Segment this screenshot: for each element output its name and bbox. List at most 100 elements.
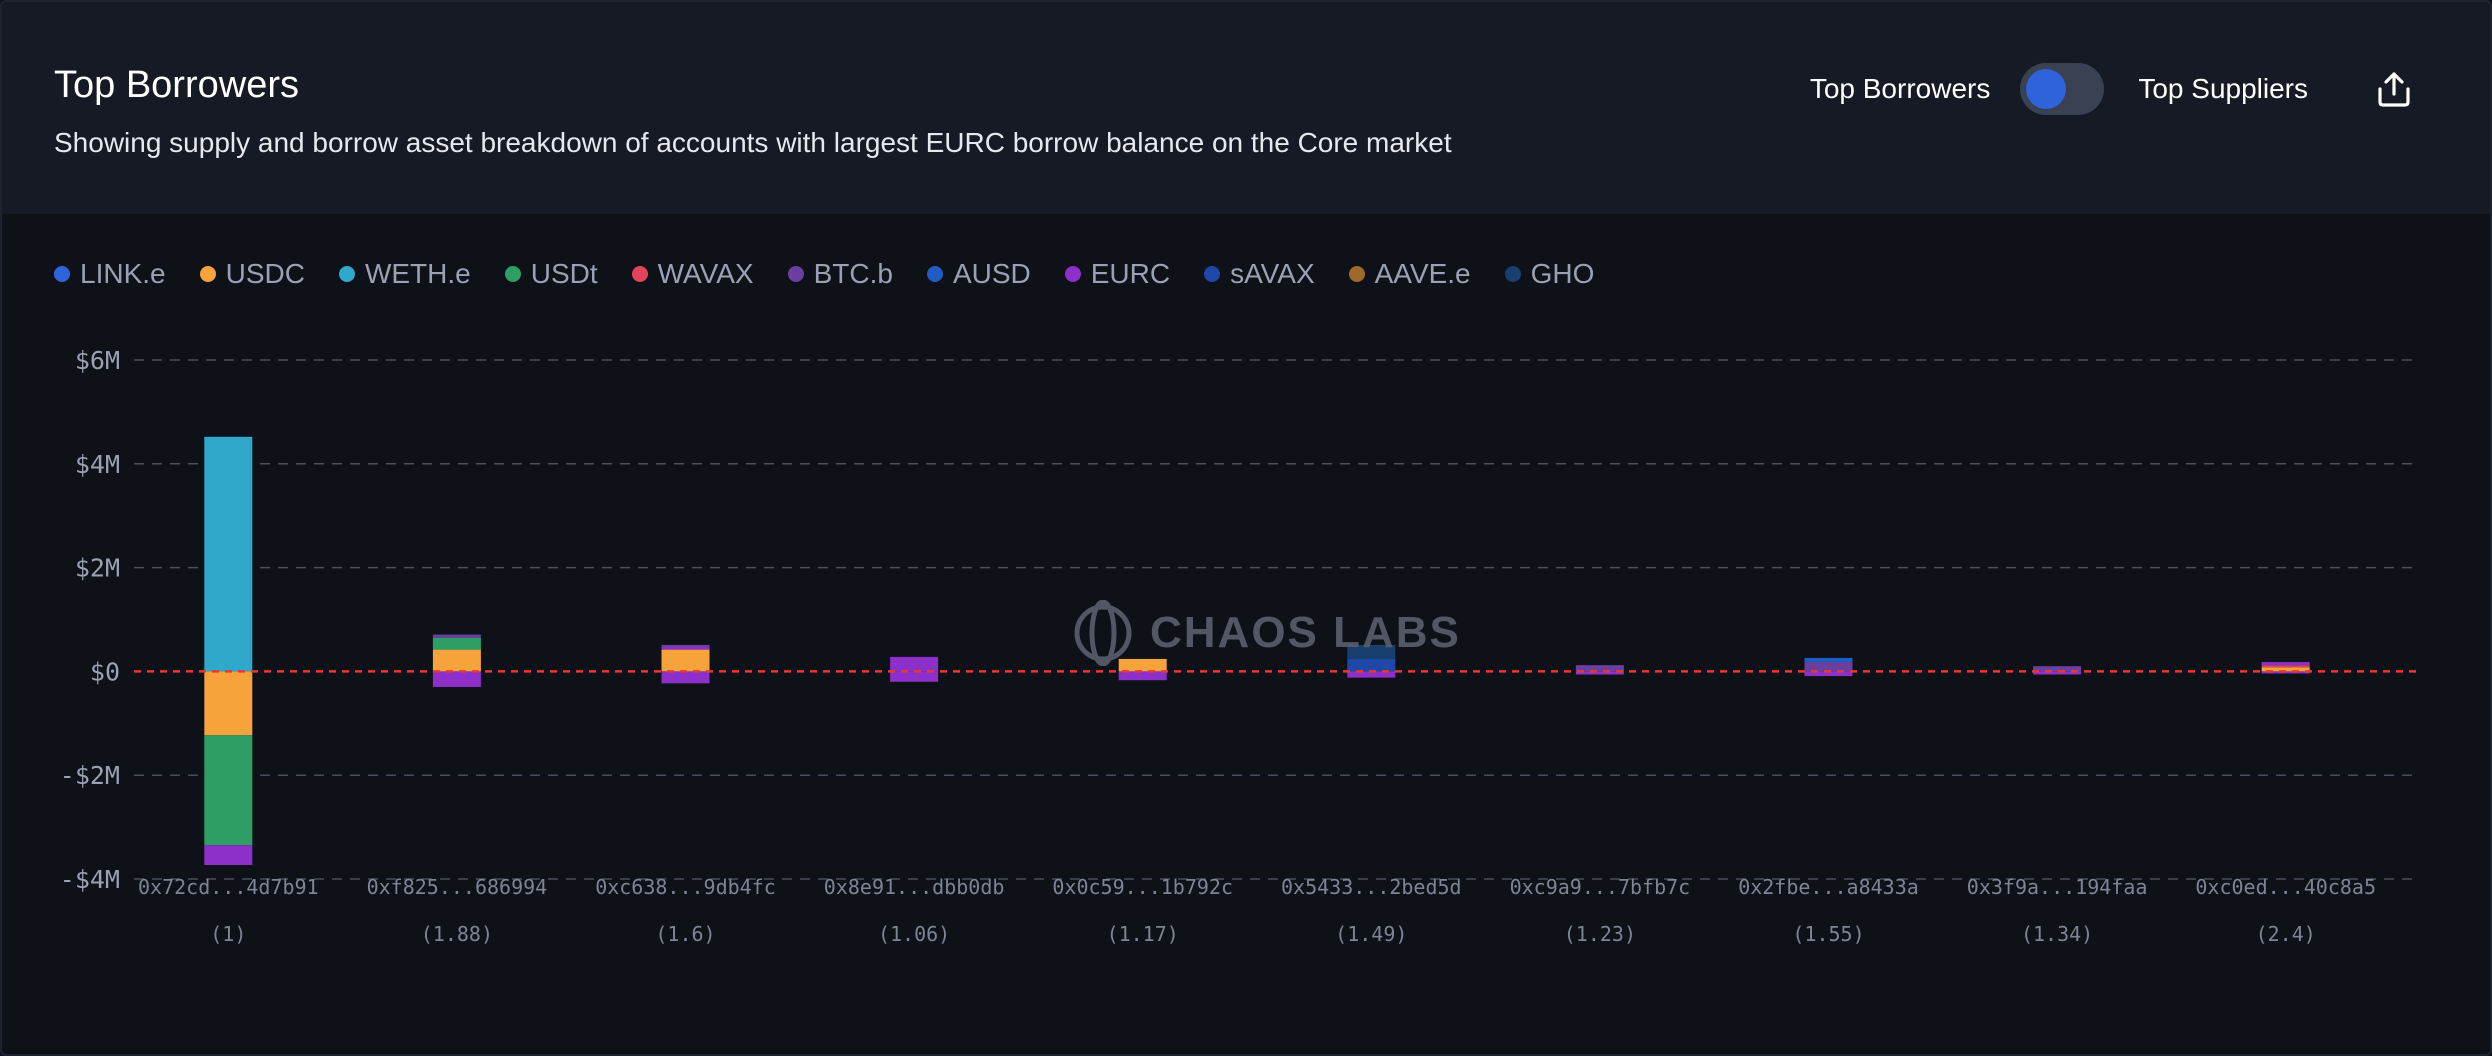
legend-dot-icon xyxy=(1504,266,1521,282)
legend-item-eurc[interactable]: EURC xyxy=(1064,258,1171,290)
y-tick-label: $4M xyxy=(75,450,120,479)
legend-item-weth-e[interactable]: WETH.e xyxy=(338,258,471,290)
bar-segment-supply xyxy=(1118,658,1167,672)
bar-segment-supply xyxy=(661,644,710,648)
bar-segment-supply xyxy=(2261,662,2310,666)
legend-item-usdc[interactable]: USDC xyxy=(199,258,305,290)
legend-label: BTC.b xyxy=(813,258,893,289)
bar-segment-supply xyxy=(432,649,481,672)
bar-segment-supply xyxy=(2261,667,2310,672)
bar-segment-borrow xyxy=(1347,671,1396,678)
legend-dot-icon xyxy=(199,266,216,282)
legend-dot-icon xyxy=(926,266,943,282)
x-tick-label-health: (1) xyxy=(210,922,246,946)
legend-label: USDC xyxy=(225,258,305,289)
legend-label: LINK.e xyxy=(80,258,166,289)
legend-dot-icon xyxy=(338,266,355,282)
y-tick-label: -$2M xyxy=(60,761,120,790)
bar-segment-borrow xyxy=(432,671,481,687)
bar-segment-borrow xyxy=(890,671,939,682)
bar-segment-supply xyxy=(1347,658,1396,672)
legend-item-link-e[interactable]: LINK.e xyxy=(54,258,166,290)
bar-segment-borrow xyxy=(2033,671,2082,675)
legend-item-usdt[interactable]: USDt xyxy=(504,258,598,290)
borrowers-suppliers-toggle-group: Top Borrowers Top Suppliers xyxy=(1810,60,2420,118)
legend-dot-icon xyxy=(1348,266,1365,282)
toggle-label-top-borrowers[interactable]: Top Borrowers xyxy=(1809,73,1991,104)
x-tick-label-health: (1.49) xyxy=(1335,922,1407,946)
x-tick-label-address: 0x0c59...1b792c xyxy=(1052,875,1233,899)
bar-segment-borrow xyxy=(204,671,253,736)
bar-segment-supply xyxy=(2261,665,2310,668)
bar-segment-supply xyxy=(432,634,481,638)
legend-dot-icon xyxy=(504,266,521,282)
export-button[interactable] xyxy=(2368,63,2420,115)
borrowers-suppliers-toggle[interactable] xyxy=(2020,63,2105,115)
x-tick-label-address: 0x72cd...4d7b91 xyxy=(138,875,319,899)
x-tick-label-health: (1.06) xyxy=(878,922,950,946)
legend-item-wavax[interactable]: WAVAX xyxy=(631,258,754,290)
x-tick-label-health: (1.17) xyxy=(1107,922,1179,946)
legend-label: WETH.e xyxy=(364,258,471,289)
x-tick-label-health: (1.34) xyxy=(2021,922,2093,946)
x-tick-label-health: (2.4) xyxy=(2256,922,2316,946)
bar-segment-supply xyxy=(204,436,253,672)
bar-segment-supply xyxy=(661,647,710,650)
legend-label: WAVAX xyxy=(657,258,754,289)
y-tick-label: $6M xyxy=(75,346,120,375)
x-tick-label-address: 0x2fbe...a8433a xyxy=(1738,875,1919,899)
card-header: Top Borrowers Showing supply and borrow … xyxy=(2,2,2490,214)
legend-item-gho[interactable]: GHO xyxy=(1504,258,1595,290)
legend-label: GHO xyxy=(1530,258,1595,289)
x-tick-label-health: (1.23) xyxy=(1564,922,1636,946)
bar-segment-supply xyxy=(890,656,939,672)
bar-segment-borrow xyxy=(1575,671,1624,675)
legend-item-btc-b[interactable]: BTC.b xyxy=(787,258,893,290)
x-tick-label-address: 0xc638...9db4fc xyxy=(595,875,776,899)
legend-label: sAVAX xyxy=(1230,258,1315,289)
bar-segment-borrow xyxy=(1118,671,1167,681)
page-title: Top Borrowers xyxy=(54,64,299,106)
x-tick-label-address: 0x3f9a...194faa xyxy=(1967,875,2148,899)
bar-segment-borrow xyxy=(204,735,253,846)
bar-segment-borrow xyxy=(204,845,253,865)
x-tick-label-health: (1.55) xyxy=(1792,922,1864,946)
bar-segment-supply xyxy=(1347,644,1396,659)
legend-dot-icon xyxy=(787,266,804,282)
legend-item-aave-e[interactable]: AAVE.e xyxy=(1348,258,1471,290)
bar-segment-supply xyxy=(661,649,710,672)
legend-dot-icon xyxy=(54,266,70,282)
y-tick-label: -$4M xyxy=(60,865,120,894)
legend-label: USDt xyxy=(530,258,598,289)
watermark: CHAOS LABS xyxy=(1070,600,1461,666)
legend-dot-icon xyxy=(631,266,648,282)
toggle-knob xyxy=(2026,69,2067,109)
bar-segment-borrow xyxy=(1804,671,1853,677)
x-tick-label-address: 0xf825...686994 xyxy=(367,875,548,899)
watermark-text: CHAOS LABS xyxy=(1150,608,1461,657)
legend-label: EURC xyxy=(1090,258,1171,289)
x-tick-label-address: 0xc0ed...40c8a5 xyxy=(2195,875,2376,899)
legend-dot-icon xyxy=(1204,266,1221,282)
bar-segment-supply xyxy=(2033,666,2082,672)
legend-label: AAVE.e xyxy=(1374,258,1471,289)
y-tick-label: $2M xyxy=(75,554,120,583)
toggle-label-top-suppliers[interactable]: Top Suppliers xyxy=(2138,73,2308,104)
legend-item-ausd[interactable]: AUSD xyxy=(926,258,1031,290)
legend-item-savax[interactable]: sAVAX xyxy=(1204,258,1315,290)
chaos-labs-logo-icon xyxy=(1074,600,1132,666)
y-tick-label: $0 xyxy=(90,657,120,686)
bar-segment-borrow xyxy=(661,671,710,684)
chart-legend: LINK.e USDC WETH.e USDt WAVAX BTC.b AUSD EURC sA… xyxy=(54,258,1628,290)
share-upload-icon xyxy=(2378,72,2410,107)
bar-segment-supply xyxy=(1575,665,1624,672)
x-tick-label-health: (1.88) xyxy=(421,922,493,946)
page-subtitle: Showing supply and borrow asset breakdow… xyxy=(54,127,1452,158)
x-tick-label-address: 0xc9a9...7bfb7c xyxy=(1510,875,1691,899)
legend-dot-icon xyxy=(1064,266,1081,282)
legend-label: AUSD xyxy=(952,258,1031,289)
x-tick-label-address: 0x8e91...dbb0db xyxy=(824,875,1005,899)
bar-segment-supply xyxy=(432,637,481,650)
